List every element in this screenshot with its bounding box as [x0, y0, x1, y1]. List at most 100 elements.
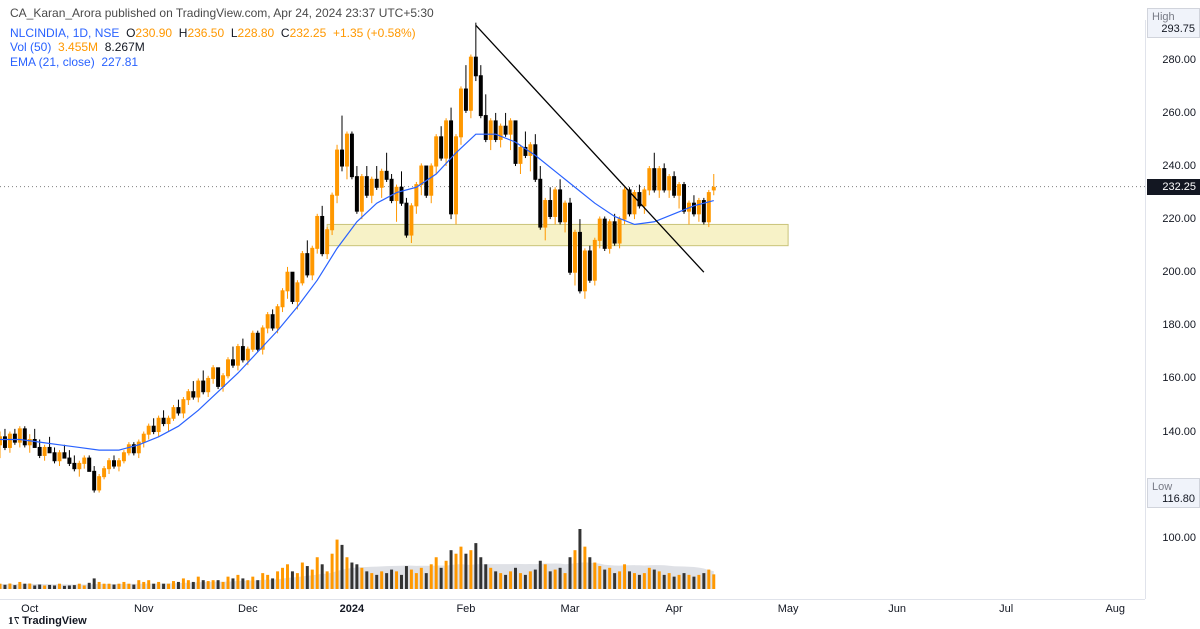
volume-bar	[0, 584, 1, 589]
volume-bar	[68, 585, 71, 589]
volume-bar	[231, 578, 234, 589]
volume-bar	[296, 573, 299, 589]
candle-body	[167, 418, 170, 423]
candle-body	[251, 333, 254, 349]
volume-bar	[227, 577, 230, 589]
candle-body	[291, 272, 294, 301]
candle-body	[603, 219, 606, 248]
candle-body	[281, 291, 284, 307]
candle-body	[474, 57, 477, 76]
volume-bar	[212, 580, 215, 589]
x-axis[interactable]: OctNovDec2024FebMarAprMayJunJulAug	[0, 599, 1145, 617]
price-chart[interactable]	[0, 20, 1145, 599]
candle-body	[222, 376, 225, 387]
tradingview-watermark: 17 TradingView	[8, 615, 87, 627]
low-price-tag: Low116.80	[1147, 478, 1200, 508]
candle-body	[613, 222, 616, 243]
x-tick-label: Jul	[999, 603, 1013, 615]
candle-body	[658, 169, 661, 190]
volume-bar	[73, 585, 76, 589]
candle-body	[271, 315, 274, 328]
volume-bar	[638, 575, 641, 589]
volume-bar	[375, 575, 378, 589]
candle-body	[276, 307, 279, 328]
candle-body	[445, 121, 448, 158]
candle-body	[648, 169, 651, 190]
y-axis[interactable]: 100.00120.00140.00160.00180.00200.00220.…	[1145, 20, 1200, 599]
volume-bar	[345, 557, 348, 589]
volume-bar	[380, 571, 383, 589]
candle-body	[266, 315, 269, 328]
candle-body	[400, 187, 403, 203]
volume-bar	[469, 550, 472, 589]
volume-bar	[668, 573, 671, 589]
y-tick-label: 160.00	[1162, 372, 1196, 384]
candle-body	[469, 57, 472, 110]
candle-body	[459, 89, 462, 137]
candle-body	[217, 368, 220, 387]
candle-body	[311, 248, 314, 275]
x-tick-label: 2024	[340, 603, 364, 615]
volume-bar	[549, 571, 552, 589]
volume-bar	[658, 571, 661, 589]
high-price-tag: High293.75	[1147, 8, 1200, 38]
candle-body	[296, 283, 299, 302]
candle-body	[306, 254, 309, 275]
support-zone[interactable]	[327, 224, 788, 245]
volume-bar	[479, 557, 482, 589]
x-tick-label: Nov	[134, 603, 154, 615]
volume-bar	[172, 581, 175, 589]
volume-bar	[390, 570, 393, 589]
volume-bar	[663, 575, 666, 589]
volume-bar	[251, 577, 254, 589]
candle-body	[113, 461, 116, 466]
volume-bar	[455, 554, 458, 589]
candle-body	[23, 429, 26, 445]
volume-bar	[355, 564, 358, 589]
candle-body	[430, 166, 433, 195]
volume-bar	[410, 570, 413, 589]
volume-bar	[385, 573, 388, 589]
candle-body	[707, 193, 710, 222]
candle-body	[578, 232, 581, 290]
volume-bar	[623, 564, 626, 589]
volume-bar	[291, 571, 294, 589]
volume-bar	[514, 568, 517, 589]
volume-bar	[712, 574, 715, 589]
volume-bar	[142, 582, 145, 589]
candle-body	[207, 378, 210, 391]
volume-bar	[197, 577, 200, 589]
volume-bar	[23, 584, 26, 589]
candle-body	[8, 434, 11, 447]
candle-body	[241, 347, 244, 360]
volume-bar	[474, 543, 477, 589]
candle-body	[370, 179, 373, 195]
candle-body	[623, 190, 626, 219]
volume-bar	[643, 573, 646, 589]
candle-body	[58, 453, 61, 461]
volume-bar	[484, 564, 487, 589]
volume-bar	[583, 547, 586, 589]
volume-bar	[678, 575, 681, 589]
candle-body	[177, 408, 180, 413]
volume-bar	[137, 580, 140, 589]
candle-body	[43, 447, 46, 455]
volume-bar	[539, 561, 542, 589]
volume-bar	[117, 584, 120, 589]
volume-bar	[98, 582, 101, 589]
volume-bar	[350, 563, 353, 589]
volume-bar	[157, 582, 160, 589]
candle-body	[341, 150, 344, 166]
x-tick-label: Apr	[666, 603, 683, 615]
volume-bar	[236, 575, 239, 589]
volume-bar	[459, 547, 462, 589]
candle-body	[122, 453, 125, 461]
volume-bar	[167, 584, 170, 589]
volume-bar	[692, 577, 695, 589]
volume-bar	[261, 573, 264, 589]
candle-body	[202, 381, 205, 392]
last-price-tag: 232.25	[1147, 179, 1200, 195]
volume-bar	[425, 573, 428, 589]
candle-body	[712, 187, 715, 190]
volume-bar	[613, 573, 616, 589]
